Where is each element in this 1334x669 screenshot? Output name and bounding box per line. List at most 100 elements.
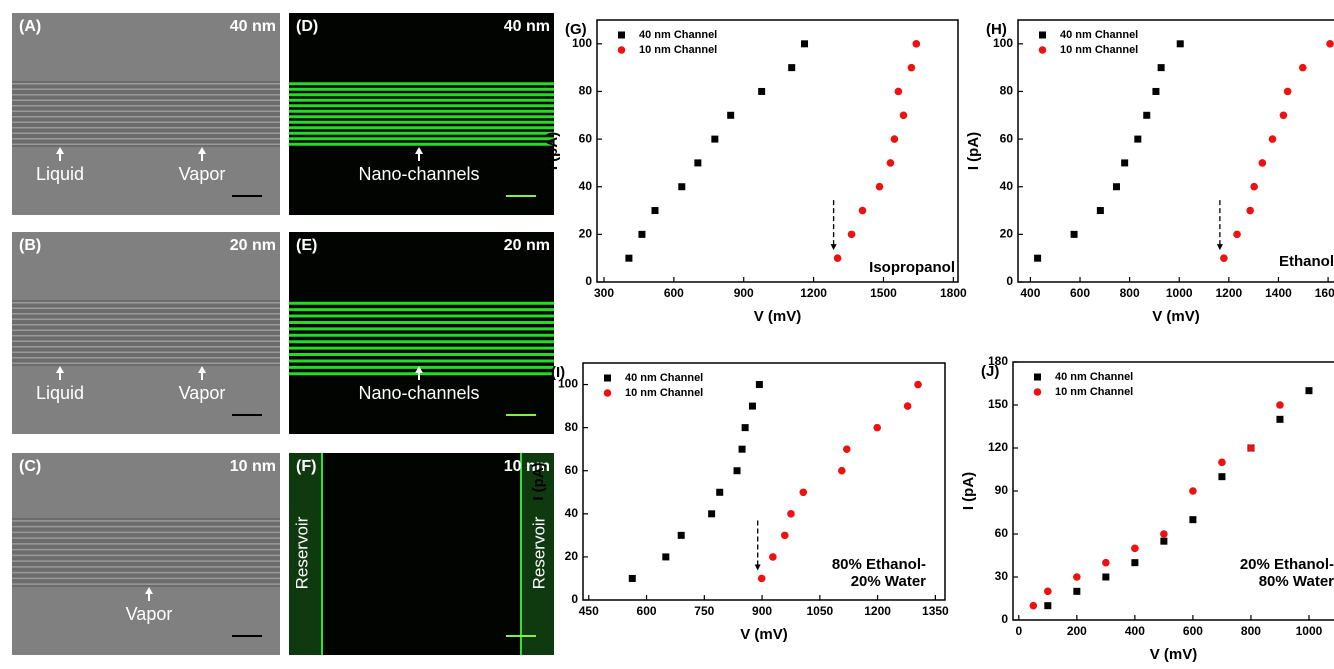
x-tick-label: 1000 <box>1166 286 1193 300</box>
data-point <box>903 402 912 410</box>
x-tick-label: 1050 <box>806 604 833 618</box>
y-tick-label: 80 <box>565 420 579 434</box>
legend-label: 40 nm Channel <box>1060 29 1138 41</box>
x-tick-label: 1200 <box>864 604 891 618</box>
x-tick-label: 300 <box>594 286 614 300</box>
y-tick-label: 90 <box>995 483 1009 497</box>
x-tick-label: 1350 <box>922 604 949 618</box>
x-tick-label: 1000 <box>1296 624 1323 638</box>
data-point <box>757 574 766 583</box>
y-tick-label: 60 <box>995 526 1009 540</box>
channel-band <box>12 81 280 147</box>
y-tick-label: 40 <box>565 506 579 520</box>
legend-label: 10 nm Channel <box>625 387 703 399</box>
panel-size: 20 nm <box>504 237 550 254</box>
data-point <box>858 206 867 215</box>
micrograph <box>289 13 554 215</box>
y-tick-label: 60 <box>565 463 579 477</box>
y-tick-label: 80 <box>1000 84 1014 98</box>
panel-size: 20 nm <box>230 237 276 254</box>
y-tick-label: 120 <box>988 440 1008 454</box>
plot-frame <box>582 362 946 601</box>
data-point <box>875 182 884 191</box>
data-point <box>1218 473 1226 481</box>
data-point <box>1152 87 1160 95</box>
caption: Nano-channels <box>358 164 479 184</box>
panel-label: (H) <box>986 21 1007 38</box>
annotation: 80% Water <box>1259 573 1334 590</box>
y-tick-label: 20 <box>1000 227 1014 241</box>
arrow-head <box>198 366 206 373</box>
panel-label: (A) <box>19 18 41 35</box>
x-axis-label: V (mV) <box>1150 646 1198 663</box>
plot-frame <box>596 19 959 283</box>
micrograph <box>289 232 554 434</box>
data-point <box>1112 183 1120 191</box>
data-point <box>1034 254 1042 262</box>
arrow-head <box>1216 244 1223 251</box>
y-tick-label: 150 <box>988 397 1008 411</box>
data-point <box>1096 207 1104 215</box>
data-point <box>1134 135 1142 143</box>
x-tick-label: 800 <box>1241 624 1261 638</box>
x-axis-label: V (mV) <box>1152 308 1200 325</box>
panel-label: (D) <box>296 18 318 35</box>
data-point <box>1298 63 1307 72</box>
data-point <box>628 574 636 582</box>
data-point <box>1131 544 1139 553</box>
x-tick-label: 400 <box>1020 286 1040 300</box>
x-tick-label: 600 <box>637 604 657 618</box>
data-point <box>741 424 749 432</box>
data-point <box>1283 87 1292 96</box>
data-point <box>711 135 719 143</box>
legend-label: 10 nm Channel <box>1060 44 1138 56</box>
data-point <box>833 254 842 262</box>
annotation: Ethanol <box>1279 253 1334 270</box>
arrow-head <box>198 147 206 154</box>
data-point <box>1189 516 1197 524</box>
data-point <box>1258 159 1267 167</box>
data-point <box>662 553 670 561</box>
data-point <box>842 445 851 453</box>
data-point <box>733 467 741 475</box>
arrow-head <box>415 366 423 373</box>
data-point <box>1073 587 1081 595</box>
data-point <box>899 111 908 120</box>
data-point <box>1157 64 1165 72</box>
data-point <box>799 488 808 497</box>
arrow-head <box>56 147 64 154</box>
y-tick-label: 100 <box>572 36 592 50</box>
data-point <box>1220 254 1228 262</box>
data-point <box>1102 573 1110 581</box>
legend-label: 40 nm Channel <box>1055 371 1133 383</box>
legend-label: 10 nm Channel <box>1055 386 1133 398</box>
channel-band <box>12 300 280 366</box>
legend-label: 40 nm Channel <box>625 372 703 384</box>
y-tick-label: 0 <box>1001 612 1008 626</box>
data-point <box>1143 111 1151 119</box>
panel-label: (G) <box>565 21 587 38</box>
data-point <box>758 87 766 95</box>
micrograph <box>289 453 554 655</box>
y-tick-label: 0 <box>585 274 592 288</box>
data-point <box>651 207 659 215</box>
x-tick-label: 450 <box>579 604 599 618</box>
data-point <box>780 531 789 540</box>
y-tick-label: 60 <box>1000 131 1014 145</box>
data-point <box>1218 458 1226 467</box>
panel-label: (B) <box>19 237 41 254</box>
panel-label: (I) <box>551 364 565 381</box>
caption: Vapor <box>126 604 173 624</box>
annotation: Isopropanol <box>869 259 955 276</box>
y-tick-label: 180 <box>988 354 1008 368</box>
data-point <box>890 135 899 143</box>
data-point <box>1233 230 1241 239</box>
data-point <box>727 111 735 119</box>
data-point <box>1276 401 1284 409</box>
panel-label: (C) <box>19 458 41 475</box>
data-point <box>912 40 921 48</box>
data-point <box>1131 559 1139 567</box>
data-point <box>1160 530 1168 538</box>
legend-label: 10 nm Channel <box>639 44 717 56</box>
